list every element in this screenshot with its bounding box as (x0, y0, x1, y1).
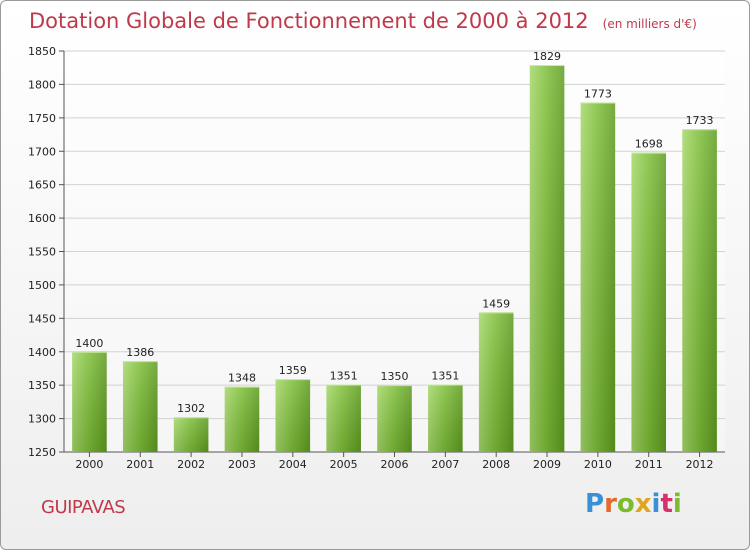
logo-letter: o (616, 489, 635, 519)
bar-shade (631, 152, 667, 452)
x-tick-label: 2010 (584, 458, 612, 471)
bar-shade (326, 384, 361, 452)
bar (72, 351, 107, 452)
x-tick-label: 2008 (482, 458, 510, 471)
bar-shade (275, 379, 311, 452)
logo-letter: i (672, 489, 682, 519)
bar (478, 312, 514, 452)
y-tick-label: 1750 (28, 112, 56, 125)
title-text: Dotation Globale de Fonctionnement de 20… (29, 9, 589, 33)
y-tick-label: 1600 (28, 212, 56, 225)
proxiti-logo: Proxiti (585, 489, 682, 519)
y-tick-label: 1350 (28, 379, 56, 392)
value-label: 1359 (279, 364, 307, 377)
x-tick-label: 2000 (75, 458, 103, 471)
x-tick-label: 2007 (431, 458, 459, 471)
x-tick-label: 2011 (635, 458, 663, 471)
value-label: 1829 (533, 50, 561, 63)
bar-shade (478, 312, 514, 452)
unit-label: (en milliers d'€) (602, 17, 697, 31)
value-label: 1386 (126, 346, 154, 359)
value-label: 1400 (75, 337, 103, 350)
chart-title: Dotation Globale de Fonctionnement de 20… (29, 9, 697, 33)
y-tick-label: 1850 (28, 45, 56, 58)
value-label: 1351 (431, 369, 459, 382)
bar-shade (377, 385, 412, 452)
x-tick-label: 2006 (381, 458, 409, 471)
value-label: 1302 (177, 402, 205, 415)
bar-shade (122, 361, 158, 452)
x-tick-label: 2012 (686, 458, 714, 471)
bar (428, 384, 463, 452)
bar (682, 129, 717, 452)
bar-shade (224, 386, 260, 452)
x-tick-label: 2005 (330, 458, 358, 471)
y-tick-label: 1250 (28, 446, 56, 459)
bar (122, 361, 158, 452)
y-tick-label: 1400 (28, 346, 56, 359)
commune-name: GUIPAVAS (41, 497, 126, 518)
bar-shade (173, 417, 209, 452)
value-label: 1348 (228, 372, 256, 385)
y-axis-ticks: 1250 1300 1350 1400 1450 1500 1550 1600 1650 1700… (28, 45, 56, 459)
bar (377, 385, 412, 452)
logo-letter: x (634, 489, 652, 519)
bar (173, 417, 209, 452)
bar-shade (428, 384, 463, 452)
bar (224, 386, 260, 452)
y-tick-label: 1450 (28, 312, 56, 325)
y-tick-label: 1800 (28, 78, 56, 91)
x-tick-label: 2002 (177, 458, 205, 471)
value-label: 1733 (686, 114, 714, 127)
x-axis-ticks: 2000 2001 2002 2003 2004 2005 2006 2007 2008 2009… (75, 458, 713, 471)
logo-letter: r (604, 489, 617, 519)
bar-shade (682, 129, 717, 452)
bar (631, 152, 667, 452)
bar-shade (72, 351, 107, 452)
value-label: 1773 (584, 87, 612, 100)
bar-shade (580, 102, 616, 452)
logo-letter: t (660, 489, 673, 519)
y-tick-label: 1300 (28, 413, 56, 426)
y-tick-label: 1500 (28, 279, 56, 292)
bars (72, 65, 717, 452)
bar-shade (529, 65, 565, 452)
y-tick-label: 1550 (28, 246, 56, 259)
value-label: 1698 (635, 138, 663, 151)
value-label: 1459 (482, 297, 510, 310)
x-tick-label: 2001 (126, 458, 154, 471)
bar (275, 379, 311, 452)
bar (529, 65, 565, 452)
bar (580, 102, 616, 452)
logo-letter: P (585, 489, 605, 519)
y-tick-label: 1650 (28, 179, 56, 192)
logo-letter: i (651, 489, 661, 519)
x-tick-label: 2004 (279, 458, 307, 471)
x-tick-label: 2003 (228, 458, 256, 471)
value-label: 1350 (381, 370, 409, 383)
y-tick-label: 1700 (28, 145, 56, 158)
bar (326, 384, 361, 452)
x-tick-label: 2009 (533, 458, 561, 471)
value-labels: 1400 1386 1302 1348 1359 1351 1350 1351 1459 1829… (75, 50, 713, 415)
value-label: 1351 (330, 369, 358, 382)
